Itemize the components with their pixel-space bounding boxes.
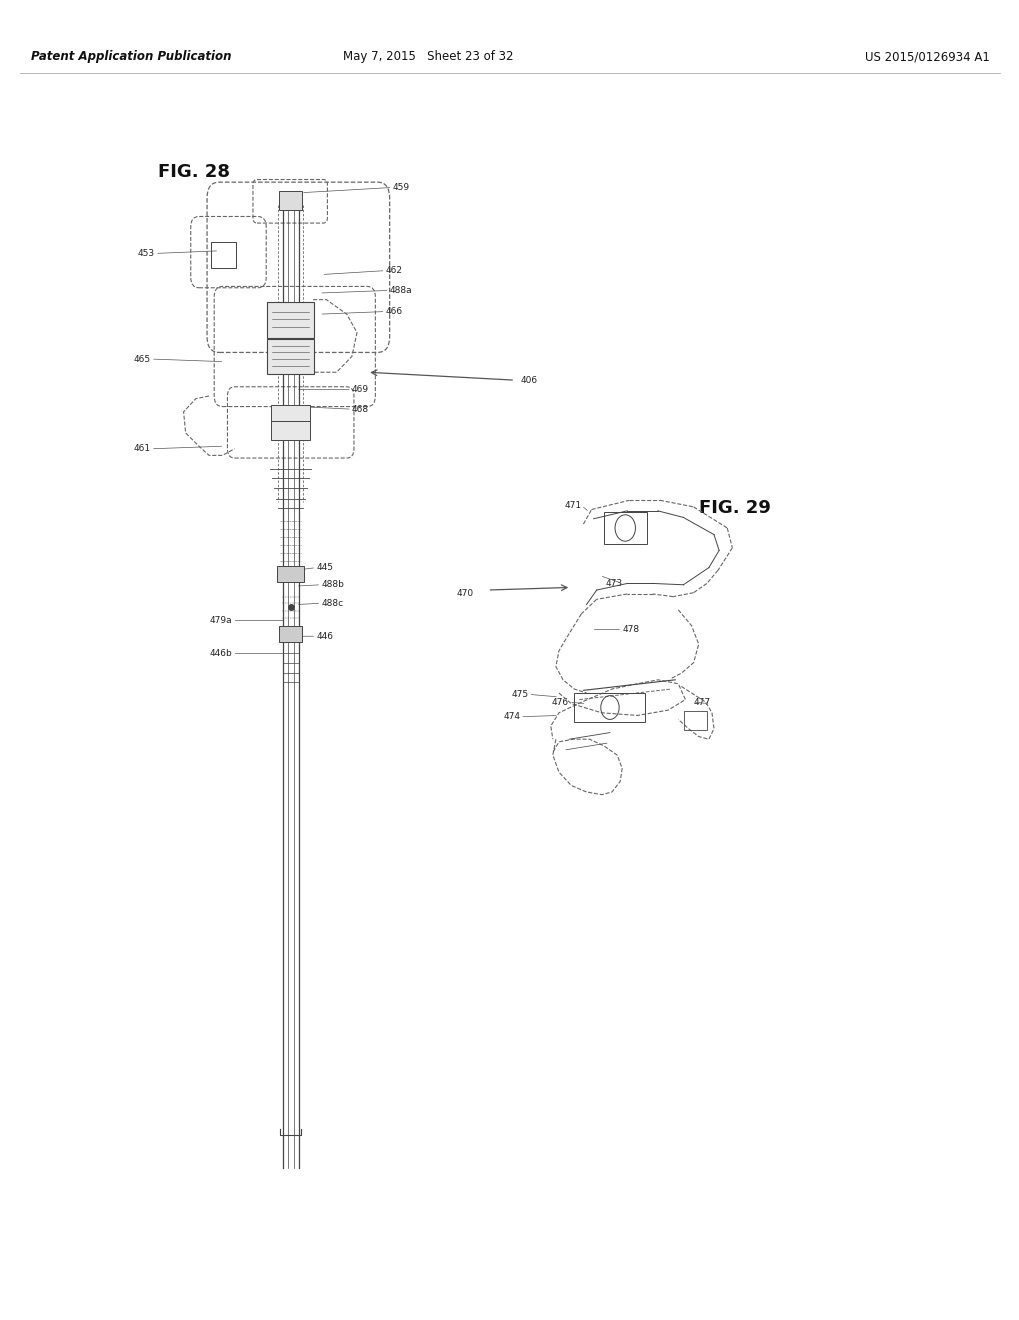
FancyBboxPatch shape: [279, 626, 302, 642]
FancyBboxPatch shape: [267, 302, 314, 338]
Text: 469: 469: [352, 385, 369, 393]
Text: FIG. 28: FIG. 28: [158, 162, 230, 181]
Text: 406: 406: [520, 376, 537, 384]
Text: 477: 477: [693, 698, 710, 706]
Text: 470: 470: [457, 590, 474, 598]
FancyBboxPatch shape: [267, 339, 314, 374]
Text: 453: 453: [138, 249, 155, 257]
Text: 474: 474: [502, 713, 520, 721]
FancyBboxPatch shape: [271, 405, 310, 421]
Text: 465: 465: [133, 355, 151, 363]
Text: 468: 468: [352, 405, 369, 413]
Text: 473: 473: [604, 579, 622, 587]
Text: 488c: 488c: [321, 599, 343, 607]
Text: 445: 445: [316, 564, 333, 572]
FancyBboxPatch shape: [279, 191, 302, 210]
Text: 478: 478: [622, 626, 639, 634]
Text: 461: 461: [133, 445, 151, 453]
Text: 488a: 488a: [389, 286, 412, 294]
Text: 446: 446: [316, 632, 333, 640]
Text: 476: 476: [551, 698, 569, 706]
Text: 459: 459: [392, 183, 410, 191]
Text: 488b: 488b: [321, 581, 343, 589]
FancyBboxPatch shape: [277, 566, 304, 582]
FancyBboxPatch shape: [271, 421, 310, 440]
Text: 475: 475: [511, 690, 528, 698]
Text: 462: 462: [385, 267, 403, 275]
Text: 446b: 446b: [210, 649, 232, 657]
Text: 466: 466: [385, 308, 403, 315]
Text: FIG. 29: FIG. 29: [698, 499, 769, 517]
Text: Patent Application Publication: Patent Application Publication: [31, 50, 231, 63]
Text: US 2015/0126934 A1: US 2015/0126934 A1: [864, 50, 988, 63]
Text: May 7, 2015   Sheet 23 of 32: May 7, 2015 Sheet 23 of 32: [342, 50, 514, 63]
Text: 479a: 479a: [210, 616, 232, 624]
Text: 471: 471: [564, 502, 581, 510]
